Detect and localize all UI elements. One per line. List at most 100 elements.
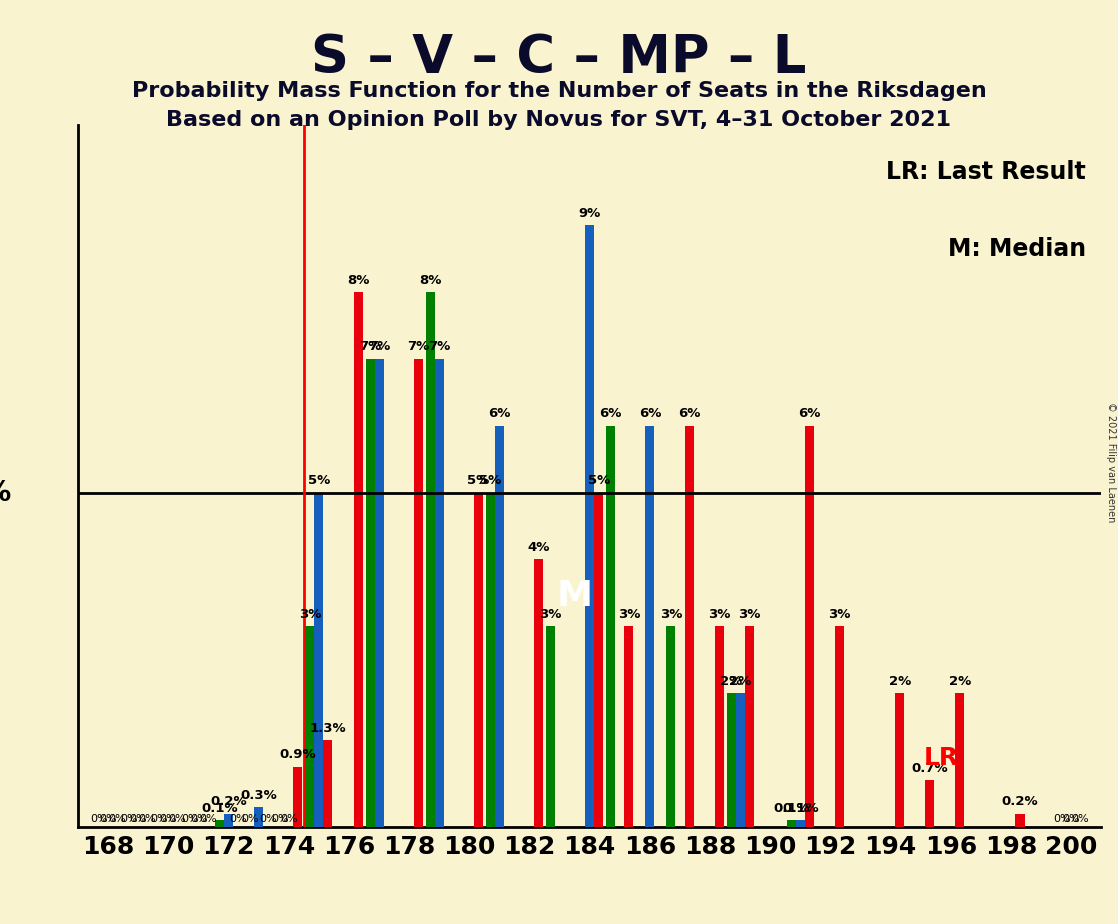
Text: 0%: 0% [108,814,126,823]
Bar [375,359,383,827]
Text: 6%: 6% [798,407,821,420]
Bar [314,492,323,827]
Text: 7%: 7% [359,340,381,354]
Bar [414,359,423,827]
Text: 2%: 2% [889,675,911,687]
Text: 0.2%: 0.2% [210,796,247,808]
Text: LR: LR [925,747,959,770]
Text: 0%: 0% [259,814,276,823]
Text: 0.1%: 0.1% [783,802,818,815]
Text: 7%: 7% [407,340,429,354]
Bar [546,626,556,827]
Text: 3%: 3% [828,608,851,621]
Text: 4%: 4% [528,541,550,554]
Text: 0%: 0% [91,814,108,823]
Text: 2%: 2% [949,675,970,687]
Text: 0.2%: 0.2% [1002,796,1039,808]
Text: Based on an Opinion Poll by Novus for SVT, 4–31 October 2021: Based on an Opinion Poll by Novus for SV… [167,110,951,130]
Bar [805,426,814,827]
Text: M: M [557,579,593,613]
Text: 0%: 0% [190,814,208,823]
Text: 3%: 3% [708,608,730,621]
Text: 0%: 0% [271,814,288,823]
Bar [435,359,444,827]
Text: 0%: 0% [130,814,148,823]
Text: 3%: 3% [738,608,760,621]
Text: 0%: 0% [151,814,169,823]
Bar [225,814,234,827]
Text: 0%: 0% [169,814,187,823]
Bar [215,821,225,827]
Bar [896,693,904,827]
Bar [926,780,935,827]
Text: 0%: 0% [1053,814,1071,823]
Text: 0%: 0% [100,814,117,823]
Text: 1.3%: 1.3% [310,722,347,735]
Text: 0.7%: 0.7% [911,761,948,775]
Bar [606,426,615,827]
Text: M: Median: M: Median [948,237,1086,261]
Bar [495,426,504,827]
Bar [293,767,302,827]
Text: 0.1%: 0.1% [773,802,809,815]
Bar [366,359,375,827]
Text: 5%: 5% [307,474,330,487]
Text: 6%: 6% [489,407,511,420]
Bar [323,740,332,827]
Text: 5%: 5% [480,474,502,487]
Text: 5%: 5% [588,474,610,487]
Bar [474,492,483,827]
Text: 8%: 8% [419,274,442,286]
Bar [534,559,543,827]
Bar [714,626,723,827]
Text: 0%: 0% [1071,814,1089,823]
Text: 3%: 3% [617,608,639,621]
Bar [645,426,654,827]
Bar [486,492,495,827]
Bar [254,807,264,827]
Text: 8%: 8% [347,274,369,286]
Text: 5%: 5% [0,479,12,506]
Text: 2%: 2% [729,675,751,687]
Bar [796,821,805,827]
Text: 0%: 0% [241,814,258,823]
Text: 3%: 3% [660,608,682,621]
Bar [666,626,675,827]
Text: 7%: 7% [428,340,451,354]
Text: 0%: 0% [1062,814,1080,823]
Text: © 2021 Filip van Laenen: © 2021 Filip van Laenen [1106,402,1116,522]
Text: 0%: 0% [181,814,198,823]
Bar [624,626,634,827]
Text: 3%: 3% [540,608,562,621]
Bar [745,626,754,827]
Text: 0%: 0% [121,814,139,823]
Text: 0%: 0% [280,814,297,823]
Bar [595,492,604,827]
Text: 6%: 6% [638,407,661,420]
Bar [787,821,796,827]
Text: S – V – C – MP – L: S – V – C – MP – L [311,32,807,84]
Text: 0%: 0% [229,814,247,823]
Text: LR: Last Result: LR: Last Result [887,160,1086,184]
Text: 5%: 5% [467,474,490,487]
Bar [1015,814,1024,827]
Bar [353,292,362,827]
Text: 0%: 0% [139,814,157,823]
Text: 3%: 3% [299,608,321,621]
Text: Probability Mass Function for the Number of Seats in the Riksdagen: Probability Mass Function for the Number… [132,81,986,102]
Bar [684,426,693,827]
Text: 0%: 0% [160,814,178,823]
Text: 0.9%: 0.9% [280,748,316,761]
Bar [736,693,745,827]
Text: 0%: 0% [199,814,217,823]
Text: 6%: 6% [678,407,700,420]
Bar [727,693,736,827]
Text: 0.3%: 0.3% [240,788,277,801]
Text: 7%: 7% [368,340,390,354]
Text: 0.1%: 0.1% [201,802,238,815]
Text: 9%: 9% [579,207,600,220]
Bar [426,292,435,827]
Text: 6%: 6% [599,407,622,420]
Bar [305,626,314,827]
Bar [835,626,844,827]
